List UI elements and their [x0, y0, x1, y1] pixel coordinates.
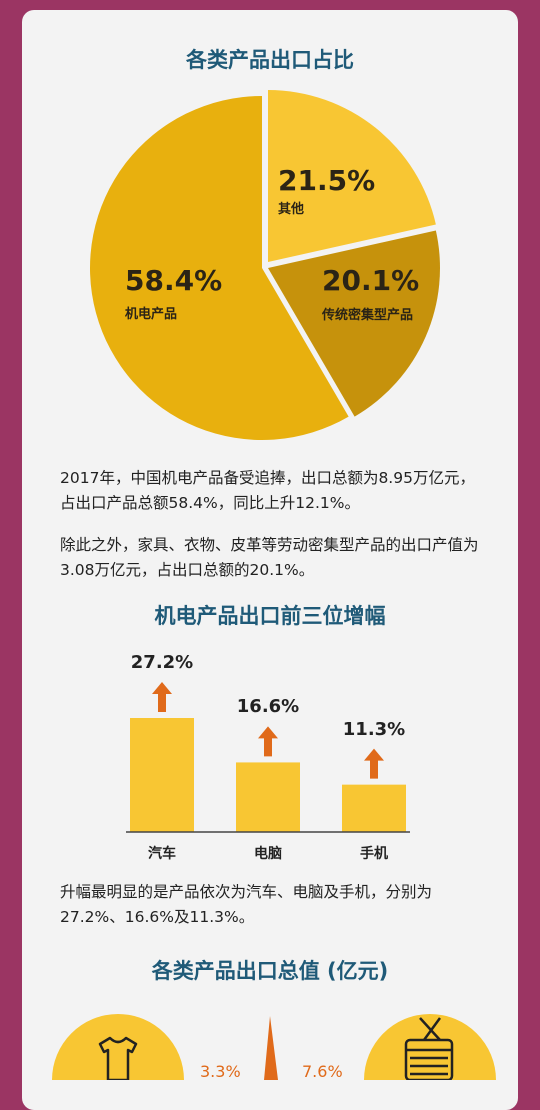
- bottom-section-title: 各类产品出口总值 (亿元): [151, 959, 389, 983]
- up-arrow-icon: [258, 726, 278, 757]
- pie-slice-name-label: 机电产品: [125, 306, 177, 322]
- up-arrow-icon: [152, 682, 172, 712]
- bar-0: [130, 718, 194, 832]
- bar-value-label: 11.3%: [342, 718, 406, 740]
- bar-category-label: 汽车: [148, 846, 176, 862]
- bar-category-label: 电脑: [254, 846, 282, 862]
- spool-icon: [404, 1017, 454, 1080]
- bottom-left-pct: 3.3%: [200, 1062, 241, 1081]
- bar-chart-title: 机电产品出口前三位增幅: [154, 604, 386, 628]
- bar-2: [342, 784, 406, 832]
- bar-category-label: 手机: [360, 846, 388, 862]
- pie-slice-labor-intensive: [268, 230, 441, 417]
- pie-slice-name-label: 传统密集型产品: [321, 307, 413, 323]
- up-arrow-icon: [364, 748, 384, 779]
- tshirt-icon: [98, 1036, 138, 1080]
- pie-slice-value-label: 58.4%: [125, 264, 222, 297]
- paragraph-2: 除此之外，家具、衣物、皮革等劳动密集型产品的出口产值为3.08万亿元，占出口总额…: [60, 536, 479, 579]
- paragraph-3: 升幅最明显的是产品依次为汽车、电脑及手机，分别为27.2%、16.6%及11.3…: [60, 883, 433, 926]
- spool-circle: [364, 1014, 496, 1080]
- bar-value-label: 16.6%: [236, 696, 300, 718]
- pie-slice-value-label: 20.1%: [322, 264, 419, 297]
- pie-slice-electromechanical: [89, 96, 349, 440]
- tshirt-circle: [52, 1014, 184, 1080]
- pie-slice-name-label: 其他: [278, 201, 304, 217]
- bar-1: [236, 762, 300, 832]
- pie-slice-value-label: 21.5%: [278, 164, 375, 197]
- paragraph-1: 2017年，中国机电产品备受追捧，出口总额为8.95万亿元，占出口产品总额58.…: [60, 469, 475, 512]
- bottom-right-pct: 7.6%: [302, 1062, 343, 1081]
- pie-chart: 21.5% 其他 20.1% 传统密集型产品 58.4% 机电产品: [89, 90, 441, 440]
- center-triangle: [264, 1016, 278, 1080]
- pie-chart-title: 各类产品出口占比: [186, 48, 354, 72]
- bar-value-label: 27.2%: [130, 652, 194, 673]
- pie-slice-other: [268, 90, 436, 262]
- bottom-illustration: [52, 1014, 496, 1080]
- bar-chart: [126, 682, 410, 833]
